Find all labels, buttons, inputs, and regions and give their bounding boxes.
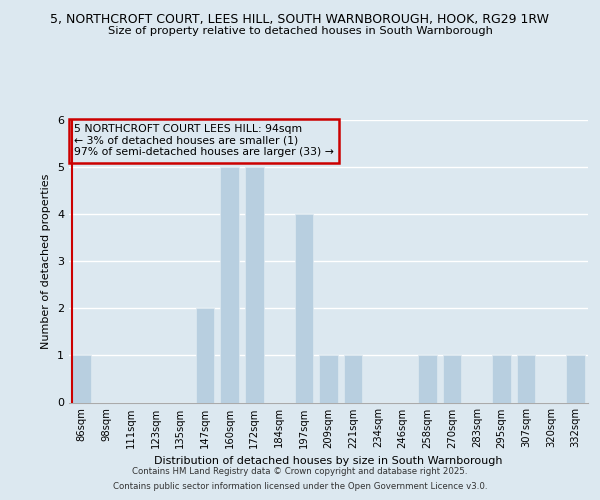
Text: Contains public sector information licensed under the Open Government Licence v3: Contains public sector information licen… bbox=[113, 482, 487, 491]
Bar bbox=[492, 356, 511, 403]
Bar bbox=[566, 356, 585, 403]
Text: Contains HM Land Registry data © Crown copyright and database right 2025.: Contains HM Land Registry data © Crown c… bbox=[132, 467, 468, 476]
Text: Size of property relative to detached houses in South Warnborough: Size of property relative to detached ho… bbox=[107, 26, 493, 36]
Bar bbox=[72, 356, 91, 403]
Bar bbox=[295, 214, 313, 402]
Y-axis label: Number of detached properties: Number of detached properties bbox=[41, 174, 52, 349]
Bar bbox=[196, 308, 214, 402]
Text: 5 NORTHCROFT COURT LEES HILL: 94sqm
← 3% of detached houses are smaller (1)
97% : 5 NORTHCROFT COURT LEES HILL: 94sqm ← 3%… bbox=[74, 124, 334, 158]
Bar bbox=[220, 167, 239, 402]
Bar bbox=[443, 356, 461, 403]
Bar bbox=[319, 356, 338, 403]
Bar bbox=[344, 356, 362, 403]
Bar bbox=[245, 167, 263, 402]
Text: 5, NORTHCROFT COURT, LEES HILL, SOUTH WARNBOROUGH, HOOK, RG29 1RW: 5, NORTHCROFT COURT, LEES HILL, SOUTH WA… bbox=[50, 12, 550, 26]
X-axis label: Distribution of detached houses by size in South Warnborough: Distribution of detached houses by size … bbox=[154, 456, 503, 466]
Bar bbox=[517, 356, 535, 403]
Bar bbox=[418, 356, 437, 403]
